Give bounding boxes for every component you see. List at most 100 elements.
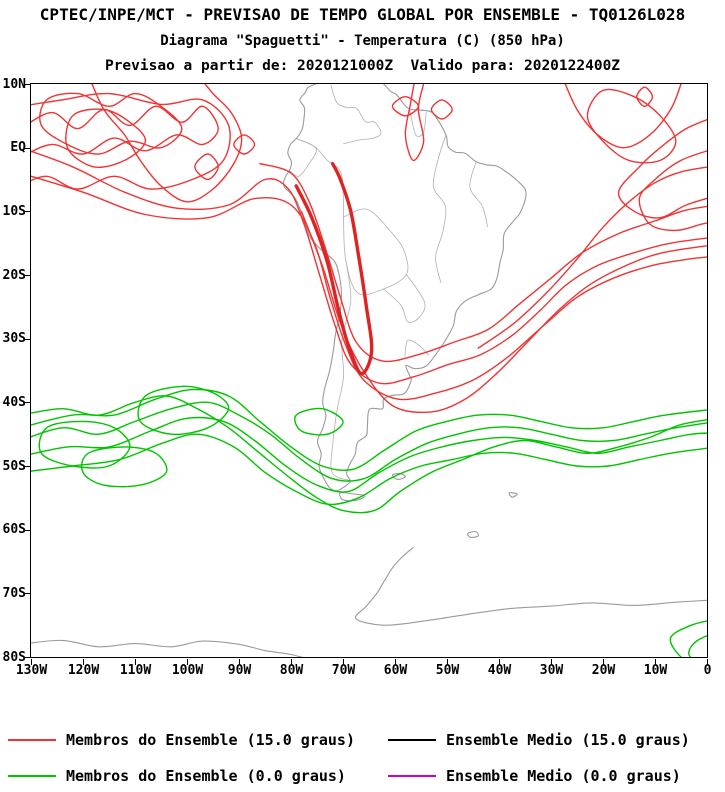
contour-line-15c-member (638, 150, 707, 232)
x-axis-tick-label: 80W (279, 663, 304, 678)
x-axis-tick-label: 30W (539, 663, 564, 678)
contour-line-15c-member (39, 92, 183, 155)
x-axis-tick-mark (187, 659, 188, 665)
x-axis-tick-mark (551, 659, 552, 665)
x-axis-tick-mark (395, 659, 396, 665)
x-axis-tick-label: 20W (591, 663, 616, 678)
x-axis-tick-label: 60W (383, 663, 408, 678)
coastline (31, 639, 304, 657)
y-axis-tick-mark (24, 466, 30, 467)
coastline (354, 546, 707, 626)
y-axis-tick-label: 30S (2, 331, 26, 347)
y-axis-tick-label: 60S (2, 522, 26, 538)
x-axis-tick-mark (135, 659, 136, 665)
title-line-2: Diagrama "Spaguetti" - Temperatura (C) (… (160, 33, 565, 49)
country-border-line (432, 134, 447, 283)
contour-line-0c-member (294, 407, 344, 436)
country-border-line (409, 109, 427, 137)
x-axis-tick-label: 90W (227, 663, 252, 678)
country-border-line (469, 161, 488, 227)
contour-line-15c-mean (294, 161, 374, 376)
x-axis-tick-label: 110W (119, 663, 152, 678)
contour-line-15c-member (259, 162, 707, 363)
contour-line-15c-member (477, 166, 707, 349)
y-axis-tick-mark (24, 211, 30, 213)
y-axis-tick-label: 20S (2, 267, 26, 283)
contour-line-15c-member (31, 150, 707, 385)
y-axis-tick-mark (24, 529, 30, 531)
y-axis-tick-label: 10N (2, 76, 26, 92)
y-axis-tick-mark (24, 657, 30, 658)
contour-line-0c-member (31, 416, 707, 493)
coastline (467, 530, 479, 538)
x-axis-tick-label: 120W (67, 663, 100, 678)
x-axis-tick-label: 70W (331, 663, 356, 678)
contour-line-0c-member (31, 401, 707, 482)
y-axis-tick-label: 50S (2, 458, 26, 474)
legend-item-mean-0: Ensemble Medio (0.0 graus) (388, 766, 681, 786)
country-border-line (383, 274, 426, 323)
contour-line-15c-member (31, 175, 707, 401)
y-axis-tick-label: 10S (2, 203, 26, 219)
x-axis-tick-label: 50W (435, 663, 460, 678)
y-axis-tick-mark (24, 338, 30, 340)
contour-line-15c-member (65, 108, 147, 169)
y-axis-tick-label: EQ (10, 140, 26, 156)
legend-item-mean-15: Ensemble Medio (15.0 graus) (388, 730, 690, 750)
y-axis-tick-label: 70S (2, 585, 26, 601)
map-frame (30, 83, 708, 658)
x-axis-tick-mark (499, 659, 500, 665)
contour-line-0c-member (137, 385, 230, 436)
x-axis-tick-mark (655, 659, 656, 665)
x-axis-tick-mark (603, 659, 604, 665)
x-axis-tick-label: 40W (487, 663, 512, 678)
contour-line-15c-member (91, 84, 243, 203)
legend-line-sample-red (8, 739, 56, 741)
x-axis-tick-label: 0 (703, 663, 712, 678)
legend-line-sample-green (8, 775, 56, 777)
y-axis-tick-mark (24, 593, 30, 595)
x-axis-tick-mark (707, 659, 708, 665)
legend-line-sample-magenta (388, 775, 436, 777)
contour-line-15c-member (194, 153, 219, 181)
contour-line-15c-member (31, 105, 219, 155)
x-axis-tick-mark (239, 659, 240, 665)
contour-line-0c-member (80, 446, 168, 488)
contour-line-15c-member (404, 84, 425, 162)
y-axis-tick-label: 80S (2, 649, 26, 665)
contour-line-15c-member (300, 210, 707, 414)
y-axis-tick-mark (24, 402, 30, 404)
contour-line-0c-member (31, 388, 707, 472)
title-line-1: CPTEC/INPE/MCT - PREVISAO DE TEMPO GLOBA… (39, 5, 686, 24)
legend-label: Ensemble Medio (0.0 graus) (446, 767, 681, 785)
y-axis-tick-mark (24, 84, 30, 85)
x-axis-tick-mark (291, 659, 292, 665)
x-axis-tick-mark (31, 659, 32, 665)
coastline (282, 84, 527, 492)
country-border-line (330, 258, 352, 481)
legend-label: Membros do Ensemble (0.0 graus) (66, 767, 346, 785)
contour-line-0c-member (669, 620, 707, 657)
contour-line-15c-member (391, 96, 420, 117)
contour-line-15c-member (636, 86, 654, 107)
legend-label: Ensemble Medio (15.0 graus) (446, 731, 690, 749)
contour-line-15c-member (586, 88, 677, 164)
legend-line-sample-black (388, 739, 436, 741)
contour-line-15c-member (430, 99, 453, 120)
x-axis-tick-label: 10W (643, 663, 668, 678)
x-axis-tick-label: 100W (171, 663, 204, 678)
contour-line-15c-member (233, 134, 256, 155)
title-line-3: Previsao a partir de: 2020121000Z Valido… (104, 58, 621, 74)
contour-line-15c-member (617, 118, 707, 219)
country-border-line (404, 339, 430, 357)
contour-line-15c-member (564, 84, 682, 149)
contour-line-15c-member (31, 92, 231, 190)
country-border-line (289, 138, 317, 177)
legend-label: Membros do Ensemble (15.0 graus) (66, 731, 355, 749)
contour-line-0c-member (38, 420, 131, 469)
contour-line-0c-member (31, 433, 707, 506)
y-axis-tick-mark (24, 147, 30, 149)
y-axis-tick-label: 40S (2, 394, 26, 410)
y-axis-tick-mark (24, 275, 30, 276)
